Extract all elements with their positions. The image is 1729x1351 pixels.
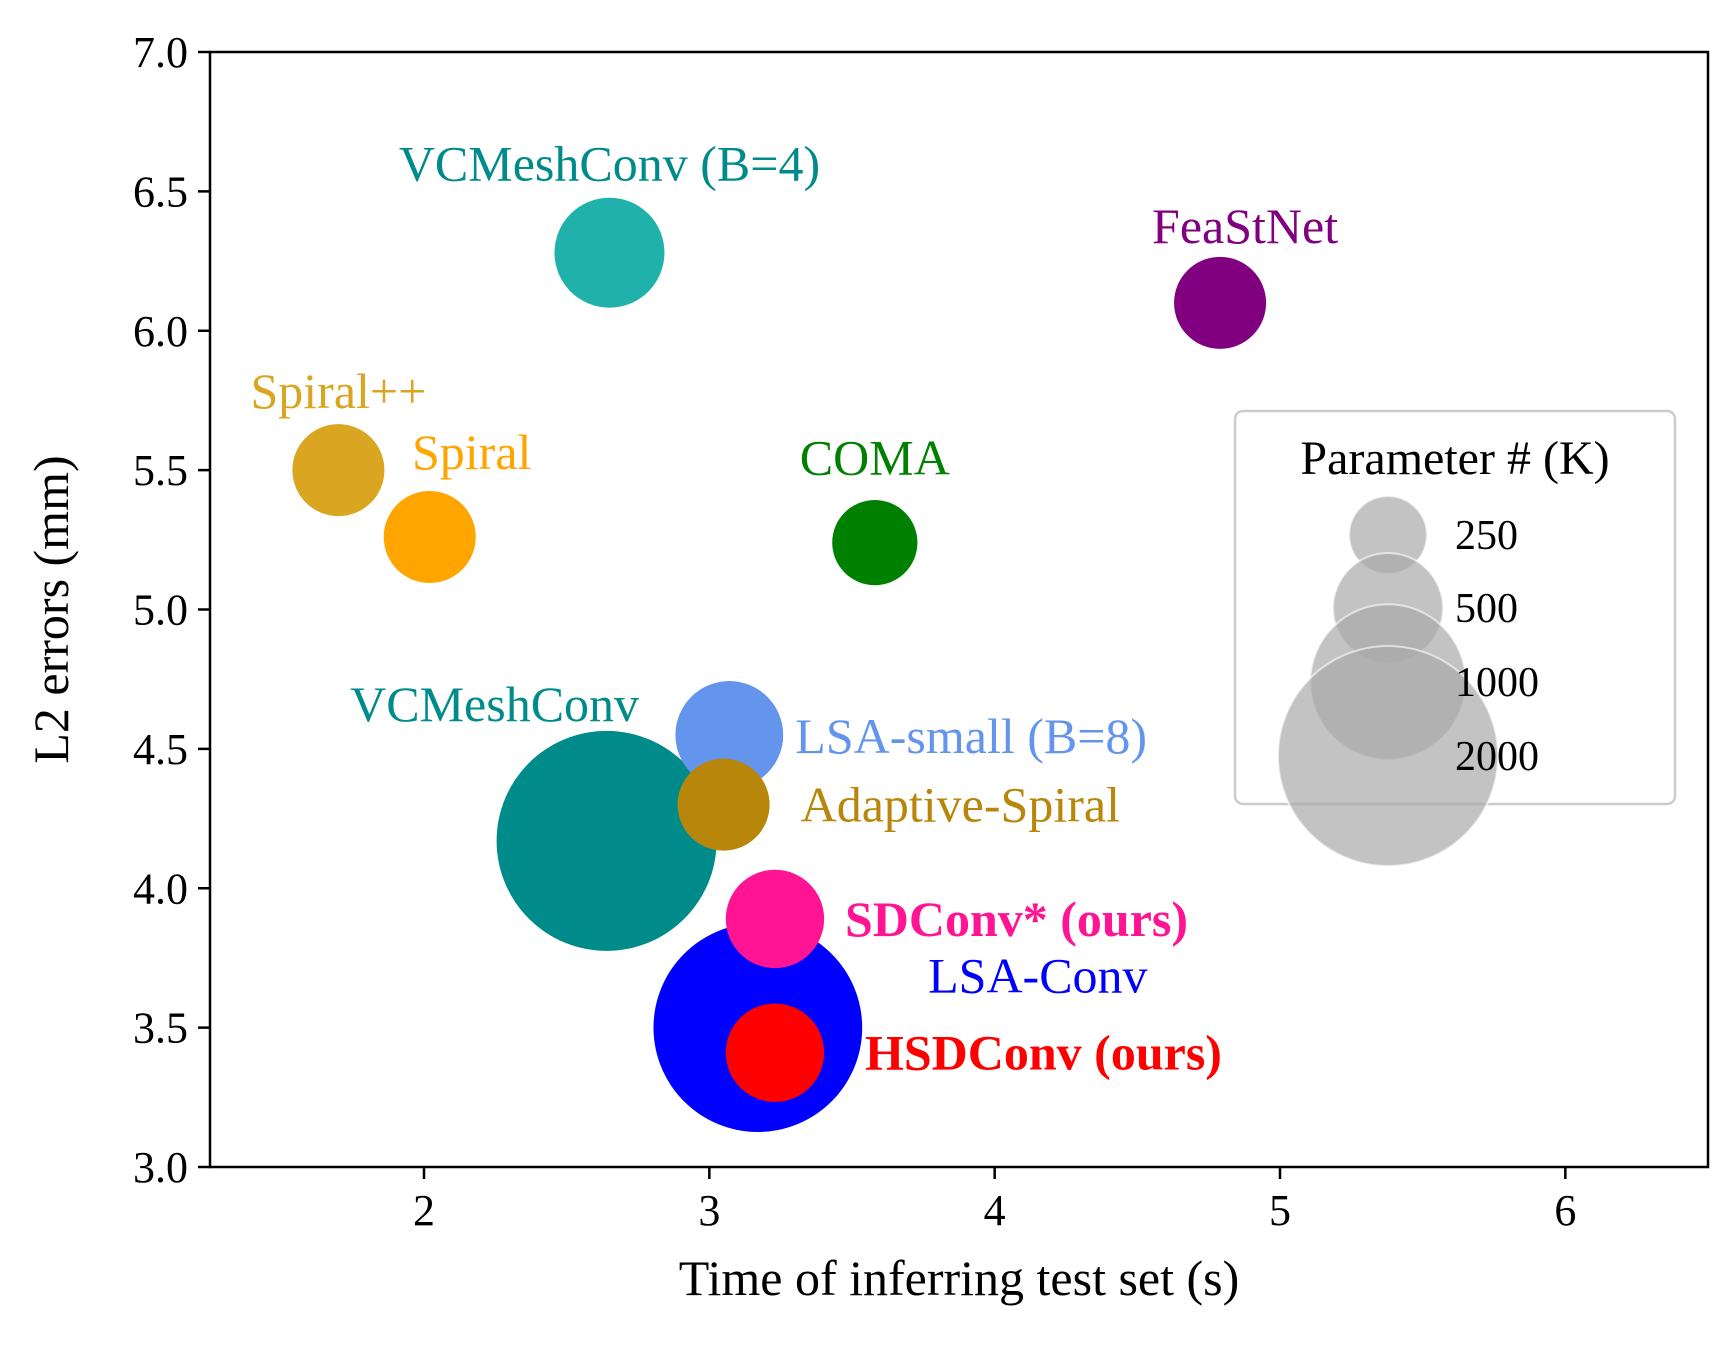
x-tick-label: 6 bbox=[1554, 1186, 1576, 1235]
y-tick-label: 7.0 bbox=[133, 28, 188, 77]
marker-4 bbox=[832, 499, 918, 586]
marker-3 bbox=[383, 491, 476, 584]
data-label-4: COMA bbox=[800, 430, 950, 486]
x-axis-title: Time of inferring test set (s) bbox=[679, 1250, 1240, 1306]
legend-size-label-1: 500 bbox=[1455, 586, 1518, 632]
marker-7 bbox=[677, 758, 770, 851]
legend-size-label-0: 250 bbox=[1455, 513, 1518, 559]
data-label-6: LSA-small (B=8) bbox=[795, 708, 1147, 764]
marker-0 bbox=[554, 197, 665, 308]
marker-5 bbox=[496, 730, 717, 951]
y-tick-label: 4.5 bbox=[133, 725, 188, 774]
y-tick-label: 5.0 bbox=[133, 586, 188, 635]
legend-size-label-2: 1000 bbox=[1455, 660, 1539, 706]
data-label-7: Adaptive-Spiral bbox=[801, 777, 1120, 833]
y-tick-label: 4.0 bbox=[133, 864, 188, 913]
x-tick-label: 2 bbox=[413, 1186, 435, 1235]
y-axis-title: L2 errors (mm) bbox=[23, 455, 79, 763]
data-label-1: FeaStNet bbox=[1152, 198, 1338, 254]
legend-size-marker-3 bbox=[1277, 645, 1499, 867]
marker-1 bbox=[1174, 256, 1267, 349]
legend-size-label-3: 2000 bbox=[1455, 734, 1539, 780]
y-axis: 3.0 3.5 4.0 4.5 5.0 5.5 6.0 6.5 7.0 bbox=[133, 28, 210, 1192]
data-label-8: SDConv* (ours) bbox=[845, 891, 1188, 947]
y-tick-label: 5.5 bbox=[133, 446, 188, 495]
data-label-2: Spiral++ bbox=[250, 363, 426, 419]
data-markers bbox=[292, 197, 1267, 1132]
legend-title: Parameter # (K) bbox=[1300, 432, 1609, 485]
data-label-0: VCMeshConv (B=4) bbox=[399, 136, 820, 192]
x-tick-label: 3 bbox=[698, 1186, 720, 1235]
x-tick-label: 4 bbox=[984, 1186, 1006, 1235]
data-labels: VCMeshConv (B=4) FeaStNet Spiral++Spiral CO… bbox=[250, 136, 1338, 1081]
marker-6 bbox=[675, 681, 784, 789]
data-label-10: HSDConv (ours) bbox=[865, 1025, 1222, 1081]
data-label-5: VCMeshConv bbox=[350, 676, 639, 732]
y-tick-label: 6.0 bbox=[133, 307, 188, 356]
legend: Parameter # (K) 250 500 1000 2000 bbox=[1233, 409, 1677, 867]
marker-8 bbox=[725, 869, 825, 969]
data-label-3: Spiral bbox=[412, 424, 531, 480]
marker-10 bbox=[725, 1003, 825, 1102]
y-tick-label: 6.5 bbox=[133, 167, 188, 216]
data-label-9: LSA-Conv bbox=[928, 948, 1147, 1004]
y-tick-label: 3.0 bbox=[133, 1143, 188, 1192]
x-tick-label: 5 bbox=[1269, 1186, 1291, 1235]
x-axis: 2 3 4 5 6 bbox=[413, 1167, 1576, 1235]
y-tick-label: 3.5 bbox=[133, 1004, 188, 1053]
marker-2 bbox=[292, 424, 385, 517]
